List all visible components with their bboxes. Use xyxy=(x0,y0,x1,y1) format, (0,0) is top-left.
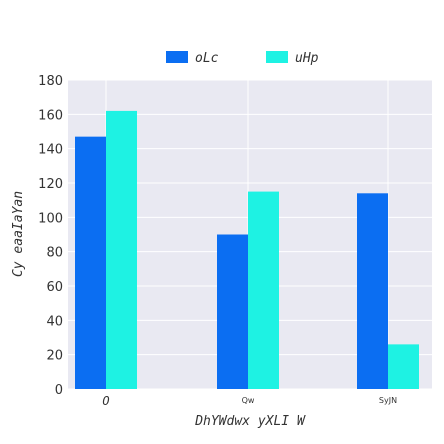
bar-uHp-Qw xyxy=(248,191,279,389)
x-tick-label-O: O xyxy=(102,394,109,408)
y-axis-label: Cy eaaIaYan xyxy=(11,191,26,277)
y-tick-label-80: 80 xyxy=(46,246,63,261)
y-tick-label-60: 60 xyxy=(46,280,63,295)
y-tick-labels: 0 20 40 60 80 100 120 140 160 180 xyxy=(38,74,63,398)
x-axis-label: DhYWdwx yXLI W xyxy=(194,414,306,429)
legend-swatch-olc xyxy=(166,51,188,63)
y-tick-label-140: 140 xyxy=(38,143,63,158)
y-tick-label-180: 180 xyxy=(38,74,63,89)
bar-oLc-Qw xyxy=(217,234,248,389)
bar-uHp-SyJN xyxy=(388,344,419,389)
legend-label-olc: oLc xyxy=(195,51,219,66)
x-tick-label-SyJN: SyJN xyxy=(379,396,397,405)
y-tick-label-0: 0 xyxy=(55,383,63,398)
legend-label-uhp: uHp xyxy=(295,51,319,66)
y-tick-label-160: 160 xyxy=(38,108,63,123)
y-tick-label-40: 40 xyxy=(46,314,63,329)
y-tick-label-120: 120 xyxy=(38,177,63,192)
bar-oLc-SyJN xyxy=(357,193,388,389)
y-tick-label-100: 100 xyxy=(38,211,63,226)
bar-uHp-O xyxy=(106,110,137,390)
bar-oLc-O xyxy=(75,136,106,389)
x-tick-label-Qw: Qw xyxy=(242,396,255,405)
bars xyxy=(75,110,419,390)
x-tick-labels: O Qw SyJN xyxy=(102,394,397,408)
legend-swatch-uhp xyxy=(266,51,288,63)
y-tick-label-20: 20 xyxy=(46,349,63,364)
legend: oLc uHp xyxy=(166,51,319,66)
